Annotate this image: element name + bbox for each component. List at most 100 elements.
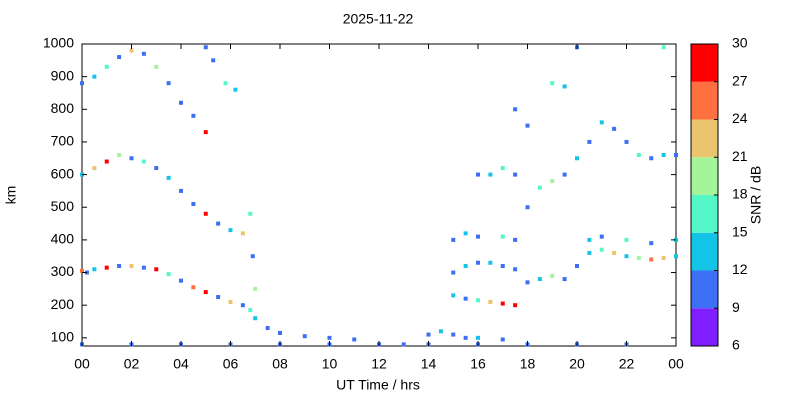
x-tick-label: 08 [272,356,288,372]
y-tick-label: 200 [51,296,75,312]
data-point [248,211,253,216]
data-point [500,264,505,269]
data-point [587,237,592,242]
data-point [550,273,555,278]
x-tick-label: 22 [619,356,635,372]
data-point [525,123,530,128]
data-point [253,316,258,321]
data-point [476,172,480,177]
data-point [500,301,505,306]
data-point [216,221,221,226]
colorbar-label: SNR / dB [748,166,764,224]
x-tick-label: 00 [74,356,90,372]
data-point [624,254,629,259]
data-point [513,172,518,177]
data-point [191,113,196,118]
data-point [513,267,518,272]
data-point [216,295,221,300]
y-tick-label: 600 [51,165,75,181]
colorbar-tick-label: 27 [732,72,748,88]
data-point [117,153,122,158]
data-point [562,172,567,177]
data-point [587,139,592,144]
colorbar-bin [691,308,718,346]
data-point [250,254,255,259]
data-point [401,342,406,347]
x-tick-label: 12 [371,356,387,372]
data-point [488,299,493,304]
data-point [488,260,493,265]
data-point [233,87,238,92]
data-point [463,296,468,301]
colorbar-bin [691,157,718,195]
data-point [248,308,253,313]
x-axis-label: UT Time / hrs [336,377,420,393]
x-tick-label: 02 [124,356,140,372]
colorbar-bin [691,270,718,309]
data-point [476,260,480,265]
data-point [211,58,216,63]
x-tick-label: 20 [569,356,585,372]
data-point [179,188,183,193]
data-point [599,234,604,239]
data-point [513,303,518,308]
data-point [476,234,480,239]
plot-border [81,43,677,347]
x-tick-label: 00 [668,356,684,372]
data-point [191,201,196,206]
data-point [203,211,208,216]
data-point [476,335,480,340]
data-point [191,285,196,290]
data-point [649,156,654,161]
data-point [451,332,456,337]
data-point [278,330,282,335]
data-point [141,159,146,164]
y-tick-label: 500 [51,198,75,214]
data-point [661,153,666,158]
data-point [463,231,468,236]
data-point [636,255,641,260]
data-point [599,247,604,252]
data-point [537,185,542,190]
y-axis-label: km [3,186,19,205]
data-point [661,45,666,50]
y-tick-label: 800 [51,100,75,116]
y-tick-label: 300 [51,263,75,279]
data-point [352,337,357,342]
data-point [649,257,654,262]
data-point [166,81,171,86]
colorbar-tick-label: 30 [732,35,748,51]
data-point [327,335,332,340]
colorbar-bin [691,119,718,158]
data-point [661,255,666,260]
data-point [537,277,542,282]
data-point [265,326,270,331]
data-point [228,228,233,233]
data-point [253,286,258,291]
y-tick-label: 1000 [43,35,74,51]
data-point [92,166,97,171]
data-point [612,250,617,255]
data-point [525,280,530,285]
data-point [223,81,228,86]
data-point [451,293,456,298]
data-point [141,51,146,56]
data-point [649,241,654,246]
y-tick-label: 400 [51,231,75,247]
x-tick-label: 18 [520,356,536,372]
x-tick-label: 06 [223,356,239,372]
data-point [463,264,468,269]
data-point [104,159,109,164]
data-point [228,299,233,304]
data-point [500,234,505,239]
colorbar-tick-label: 12 [732,261,748,277]
data-point [438,329,443,334]
data-point [500,337,505,342]
data-point [513,237,518,242]
data-point [463,335,468,340]
data-point [166,175,171,180]
data-point [117,264,122,269]
data-point [500,166,505,171]
colorbar-tick-label: 6 [732,337,740,353]
